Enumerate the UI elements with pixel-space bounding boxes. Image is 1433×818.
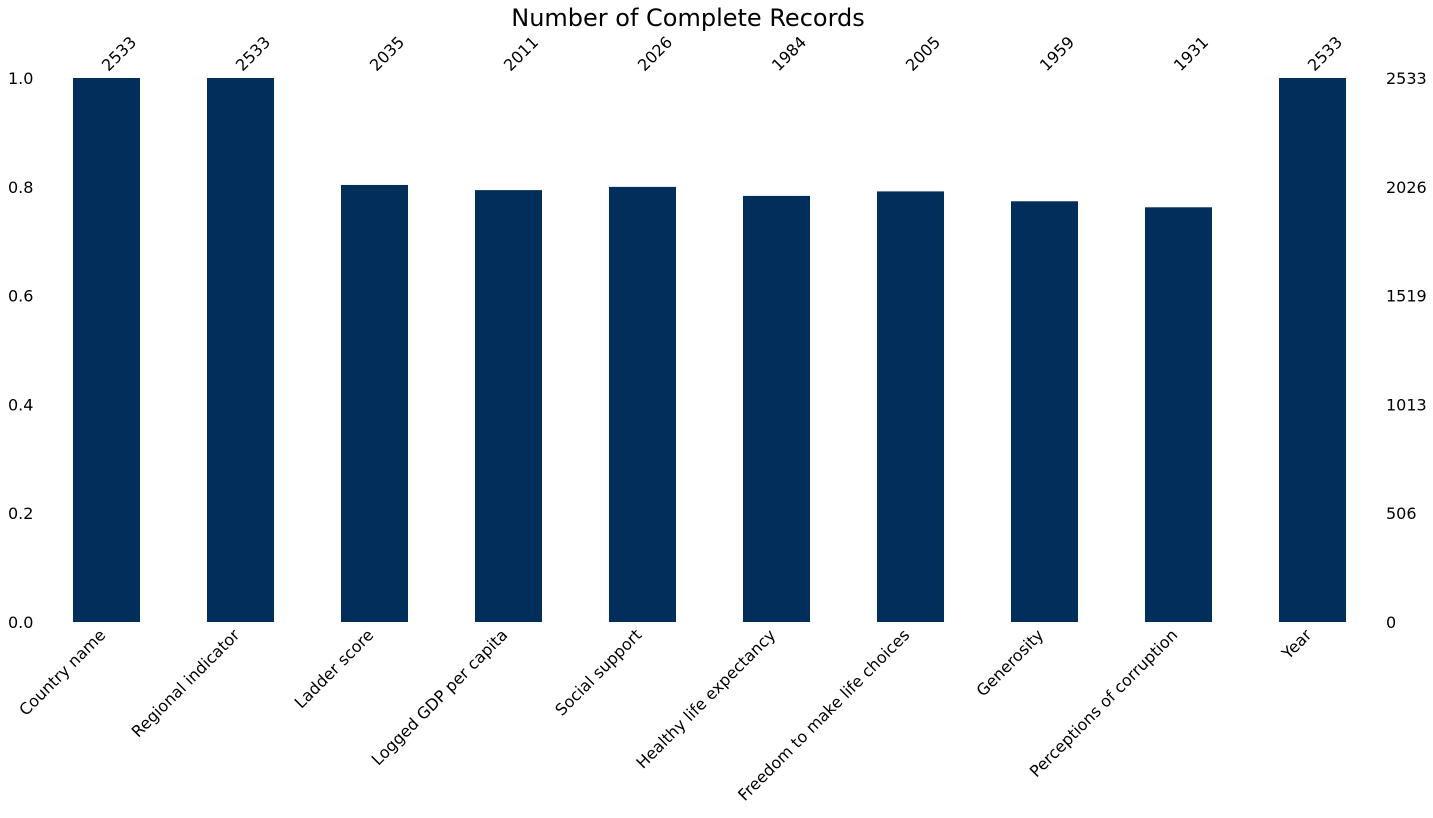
bar-count-label: 2533 xyxy=(98,33,140,75)
left-axis-tick-label: 0.4 xyxy=(8,395,33,414)
bars-group xyxy=(73,78,1346,623)
bar-count-label: 2533 xyxy=(1304,33,1346,75)
bar-count-label: 2026 xyxy=(634,33,676,75)
right-axis-tick-label: 506 xyxy=(1386,504,1417,523)
category-label: Ladder score xyxy=(291,625,378,712)
right-axis-tick-label: 2533 xyxy=(1386,69,1427,88)
bar-count-label: 2005 xyxy=(902,33,944,75)
bar-count-label: 2035 xyxy=(366,33,408,75)
left-axis-tick-label: 0.2 xyxy=(8,504,33,523)
bar-6 xyxy=(877,191,944,622)
bar-3 xyxy=(475,190,542,623)
category-labels-group: Country name Regional indicator Ladder sco… xyxy=(15,625,1315,804)
bar-count-label: 1984 xyxy=(768,33,810,75)
category-label: Country name xyxy=(15,625,109,719)
bar-4 xyxy=(609,186,676,622)
category-label: Healthy life expectancy xyxy=(632,625,779,772)
chart-title: Number of Complete Records xyxy=(511,4,865,32)
left-axis-tick-label: 0.8 xyxy=(8,178,33,197)
category-label: Perceptions of corruption xyxy=(1026,625,1182,781)
bar-8 xyxy=(1145,207,1212,623)
right-axis-tick-label: 1013 xyxy=(1386,395,1427,414)
left-axis-ticks: 0.0 0.2 0.4 0.6 0.8 1.0 xyxy=(8,69,33,632)
category-label: Regional indicator xyxy=(128,625,244,741)
category-label: Year xyxy=(1277,625,1315,663)
bar-count-label: 1959 xyxy=(1036,33,1078,75)
category-label: Logged GDP per capita xyxy=(368,625,512,769)
right-axis-tick-label: 2026 xyxy=(1386,178,1427,197)
bar-2 xyxy=(341,184,408,623)
bar-9 xyxy=(1279,78,1346,622)
left-axis-tick-label: 0.0 xyxy=(8,613,33,632)
right-axis-ticks: 0 506 1013 1519 2026 2533 xyxy=(1386,69,1427,632)
bar-7 xyxy=(1011,201,1078,623)
data-labels-group: 2533 2533 2035 2011 2026 1984 2005 1959 1931 2533 xyxy=(98,33,1346,75)
category-label: Generosity xyxy=(973,625,1048,700)
bar-count-label: 2011 xyxy=(500,33,542,75)
bar-1 xyxy=(207,78,274,622)
right-axis-tick-label: 0 xyxy=(1386,613,1396,632)
left-axis-tick-label: 1.0 xyxy=(8,69,33,88)
bar-0 xyxy=(73,78,140,622)
bar-count-label: 1931 xyxy=(1170,33,1212,75)
right-axis-tick-label: 1519 xyxy=(1386,287,1427,306)
left-axis-tick-label: 0.6 xyxy=(8,287,33,306)
bar-count-label: 2533 xyxy=(232,33,274,75)
category-label: Social support xyxy=(551,625,645,719)
bar-5 xyxy=(743,195,810,622)
